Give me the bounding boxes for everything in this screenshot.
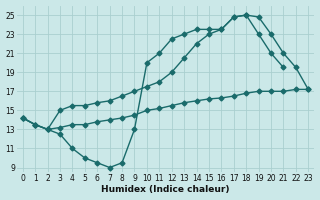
X-axis label: Humidex (Indice chaleur): Humidex (Indice chaleur) [101, 185, 230, 194]
